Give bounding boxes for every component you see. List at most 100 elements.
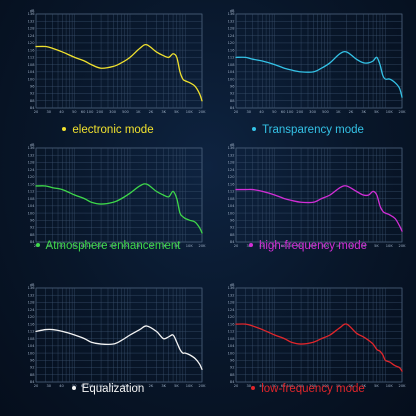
y-tick-label: 104 bbox=[228, 344, 236, 348]
chart-panel-high-frequency-mode: 84 88 92 96 100 104 108 112 116 120 124 128 132 136 dB… bbox=[208, 140, 408, 270]
y-tick-label: 128 bbox=[28, 301, 36, 305]
x-tick-label: 5K bbox=[174, 110, 179, 114]
y-tick-label: 84 bbox=[230, 380, 235, 384]
y-tick-label: 84 bbox=[230, 106, 235, 110]
y-tick-label: 136 bbox=[28, 286, 36, 290]
x-tick-label: 30 bbox=[46, 384, 51, 388]
x-tick-label: 50 bbox=[72, 244, 77, 248]
x-tick-label: 500 bbox=[322, 384, 330, 388]
chart-caption: Transparency mode bbox=[208, 124, 408, 136]
x-tick-label: 40 bbox=[59, 110, 64, 114]
x-tick-label: 2K bbox=[349, 110, 354, 114]
y-tick-label: 120 bbox=[28, 41, 36, 45]
y-tick-label: 132 bbox=[228, 19, 235, 23]
y-axis-label: dB bbox=[30, 143, 35, 147]
x-tick-label: 1K bbox=[136, 244, 141, 248]
legend-label: low-frequency mode bbox=[261, 383, 365, 395]
x-tick-label: 3K bbox=[161, 110, 166, 114]
chart-caption: high-frequency mode bbox=[208, 240, 408, 252]
x-tick-label: 300 bbox=[109, 110, 117, 114]
y-tick-label: 108 bbox=[228, 197, 236, 201]
series-line bbox=[235, 185, 403, 232]
chart-panel-transparency-mode: 84 88 92 96 100 104 108 112 116 120 124 128 132 136 dB… bbox=[208, 6, 408, 136]
x-tick-label: 30 bbox=[46, 244, 51, 248]
y-tick-label: 124 bbox=[28, 308, 36, 312]
chart-electronic-mode: 84 88 92 96 100 104 108 112 116 120 124 128 132 136dB… bbox=[28, 9, 206, 114]
y-tick-label: 116 bbox=[228, 322, 236, 326]
x-tick-label: 200 bbox=[96, 110, 104, 114]
chart-panel-equalization: 84 88 92 96 100 104 108 112 116 120 124 128 132 136 dB… bbox=[8, 280, 208, 410]
x-tick-label: 40 bbox=[59, 244, 64, 248]
y-tick-label: 100 bbox=[228, 351, 236, 355]
x-tick-label: 30 bbox=[46, 110, 51, 114]
series-line bbox=[235, 50, 403, 98]
y-tick-label: 92 bbox=[230, 366, 235, 370]
chart-atmosphere-enhancement: 84 88 92 96 100 104 108 112 116 120 124 128 132 136dB… bbox=[28, 143, 207, 248]
y-tick-label: 136 bbox=[228, 286, 236, 290]
y-tick-label: 96 bbox=[30, 85, 35, 89]
legend-dot bbox=[35, 242, 40, 247]
x-tick-label: 40 bbox=[259, 384, 264, 388]
x-tick-label: 20K bbox=[399, 244, 407, 248]
y-tick-label: 100 bbox=[28, 211, 36, 215]
y-tick-label: 112 bbox=[228, 56, 235, 60]
x-tick-label: 500 bbox=[122, 110, 130, 114]
y-tick-label: 92 bbox=[30, 366, 35, 370]
y-tick-label: 120 bbox=[228, 41, 236, 45]
y-tick-label: 116 bbox=[28, 322, 36, 326]
series-line bbox=[35, 325, 203, 370]
y-tick-label: 120 bbox=[28, 315, 36, 319]
legend-dot bbox=[62, 126, 67, 131]
y-tick-label: 128 bbox=[28, 27, 36, 31]
x-tick-label: 20K bbox=[199, 384, 207, 388]
y-tick-label: 88 bbox=[30, 373, 35, 377]
chart-low-frequency-mode: 84 88 92 96 100 104 108 112 116 120 124 128 132 136dB… bbox=[228, 283, 406, 388]
y-tick-label: 92 bbox=[230, 92, 235, 96]
y-tick-label: 88 bbox=[230, 373, 235, 377]
x-tick-label: 500 bbox=[322, 110, 330, 114]
x-tick-label: 1K bbox=[336, 110, 341, 114]
x-tick-label: 5K bbox=[174, 244, 179, 248]
y-axis-label: dB bbox=[30, 283, 35, 287]
plot-frame bbox=[235, 287, 403, 383]
x-tick-label: 3K bbox=[361, 110, 366, 114]
x-tick-label: 1K bbox=[336, 244, 341, 248]
y-tick-label: 124 bbox=[228, 168, 236, 172]
y-tick-label: 136 bbox=[228, 12, 236, 16]
x-tick-label: 2K bbox=[349, 244, 354, 248]
x-tick-label: 20 bbox=[234, 110, 239, 114]
x-tick-label: 5K bbox=[374, 384, 379, 388]
y-tick-label: 124 bbox=[228, 308, 236, 312]
y-tick-label: 96 bbox=[30, 219, 35, 223]
y-tick-label: 88 bbox=[230, 233, 235, 237]
y-tick-label: 124 bbox=[28, 168, 36, 172]
y-tick-label: 104 bbox=[228, 204, 236, 208]
x-tick-label: 20K bbox=[199, 244, 207, 248]
x-tick-label: 50 bbox=[272, 384, 277, 388]
legend-dot bbox=[252, 126, 257, 131]
x-tick-label: 40 bbox=[259, 110, 264, 114]
x-tick-label: 300 bbox=[109, 244, 117, 248]
y-tick-label: 96 bbox=[30, 359, 35, 363]
x-tick-label: 10K bbox=[186, 244, 194, 248]
x-tick-label: 30 bbox=[246, 110, 251, 114]
y-tick-label: 128 bbox=[228, 301, 236, 305]
y-tick-label: 128 bbox=[28, 161, 36, 165]
legend-dot bbox=[248, 242, 253, 247]
x-tick-label: 500 bbox=[122, 244, 130, 248]
y-tick-label: 116 bbox=[28, 182, 36, 186]
chart-transparency-mode: 84 88 92 96 100 104 108 112 116 120 124 128 132 136dB… bbox=[228, 9, 406, 114]
x-tick-label: 60 100 bbox=[281, 384, 294, 388]
x-tick-label: 500 bbox=[322, 244, 330, 248]
y-tick-label: 108 bbox=[28, 197, 36, 201]
y-tick-label: 132 bbox=[28, 19, 35, 23]
x-tick-label: 5K bbox=[374, 244, 379, 248]
x-tick-label: 5K bbox=[174, 384, 179, 388]
y-tick-label: 120 bbox=[28, 175, 36, 179]
chart-high-frequency-mode: 84 88 92 96 100 104 108 112 116 120 124 128 132 136dB… bbox=[228, 143, 407, 248]
chart-panel-electronic-mode: 84 88 92 96 100 104 108 112 116 120 124 128 132 136 dB… bbox=[8, 6, 208, 136]
x-tick-label: 60 100 bbox=[281, 244, 294, 248]
x-tick-label: 200 bbox=[296, 110, 304, 114]
legend-dot bbox=[251, 385, 256, 390]
y-tick-label: 132 bbox=[28, 153, 35, 157]
